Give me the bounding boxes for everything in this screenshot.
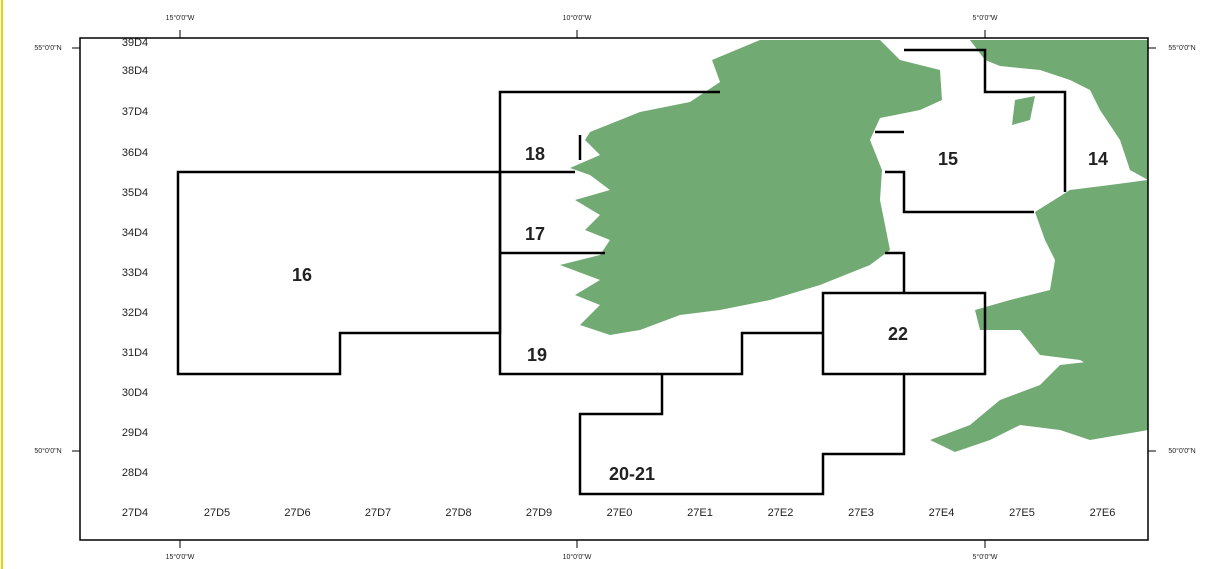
longitude-label: 10°0'0"W [563, 14, 592, 22]
area-label: 17 [525, 224, 545, 244]
longitude-label: 15°0'0"W [166, 14, 195, 22]
rectangle-label: 35D4 [122, 187, 148, 199]
area-label: 19 [527, 345, 547, 365]
land [560, 40, 1148, 452]
rectangle-label: 34D4 [122, 227, 148, 239]
rectangle-label: 27D7 [365, 507, 391, 519]
rectangle-label: 27D9 [526, 507, 552, 519]
rectangle-label: 27E0 [607, 507, 633, 519]
area-boundary [176, 170, 502, 376]
rectangle-label: 33D4 [122, 267, 148, 279]
latitude-label: 55°0'0"N [34, 44, 61, 52]
longitude-label: 15°0'0"W [166, 553, 195, 561]
longitude-label: 10°0'0"W [563, 553, 592, 561]
rectangle-label: 27E3 [848, 507, 874, 519]
rectangle-label: 37D4 [122, 106, 148, 118]
rectangle-label: 27D5 [204, 507, 230, 519]
rectangle-label: 27D8 [445, 507, 471, 519]
rectangle-label: 31D4 [122, 347, 148, 359]
wales-england [975, 180, 1148, 400]
area-boundary [578, 374, 906, 496]
area-boundary [821, 291, 987, 376]
longitude-label: 5°0'0"W [973, 553, 998, 561]
area-boundaries [176, 48, 1067, 496]
area-label: 20-21 [609, 464, 655, 484]
rectangle-label: 27E4 [929, 507, 955, 519]
rectangle-label: 38D4 [122, 65, 148, 77]
latitude-label: 50°0'0"N [1168, 447, 1195, 455]
area-boundary [498, 90, 823, 376]
rectangle-label: 32D4 [122, 307, 148, 319]
rectangle-label: 27E6 [1090, 507, 1116, 519]
rectangle-label: 36D4 [122, 147, 148, 159]
area-label: 18 [525, 144, 545, 164]
scotland [970, 40, 1148, 180]
area-label: 15 [938, 149, 958, 169]
rectangle-label: 27E2 [768, 507, 794, 519]
latitude-label: 55°0'0"N [1168, 44, 1195, 52]
rectangle-label: 28D4 [122, 467, 148, 479]
cornwall [930, 355, 1148, 452]
area-label: 14 [1088, 149, 1108, 169]
rectangle-label: 27E1 [687, 507, 713, 519]
rectangle-label: 39D4 [122, 37, 148, 49]
rectangle-label: 27D6 [284, 507, 310, 519]
rectangle-label: 27D4 [122, 507, 148, 519]
longitude-label: 5°0'0"W [973, 14, 998, 22]
latitude-label: 50°0'0"N [34, 447, 61, 455]
ireland [560, 40, 942, 335]
rectangle-label: 30D4 [122, 387, 148, 399]
rectangle-label: 27E5 [1009, 507, 1035, 519]
area-label: 22 [888, 324, 908, 344]
area-label: 16 [292, 265, 312, 285]
rectangle-label: 29D4 [122, 427, 148, 439]
map-frame [79, 37, 1149, 541]
area-boundary [885, 48, 1067, 214]
area-boundary [500, 130, 906, 293]
man [1012, 96, 1035, 125]
